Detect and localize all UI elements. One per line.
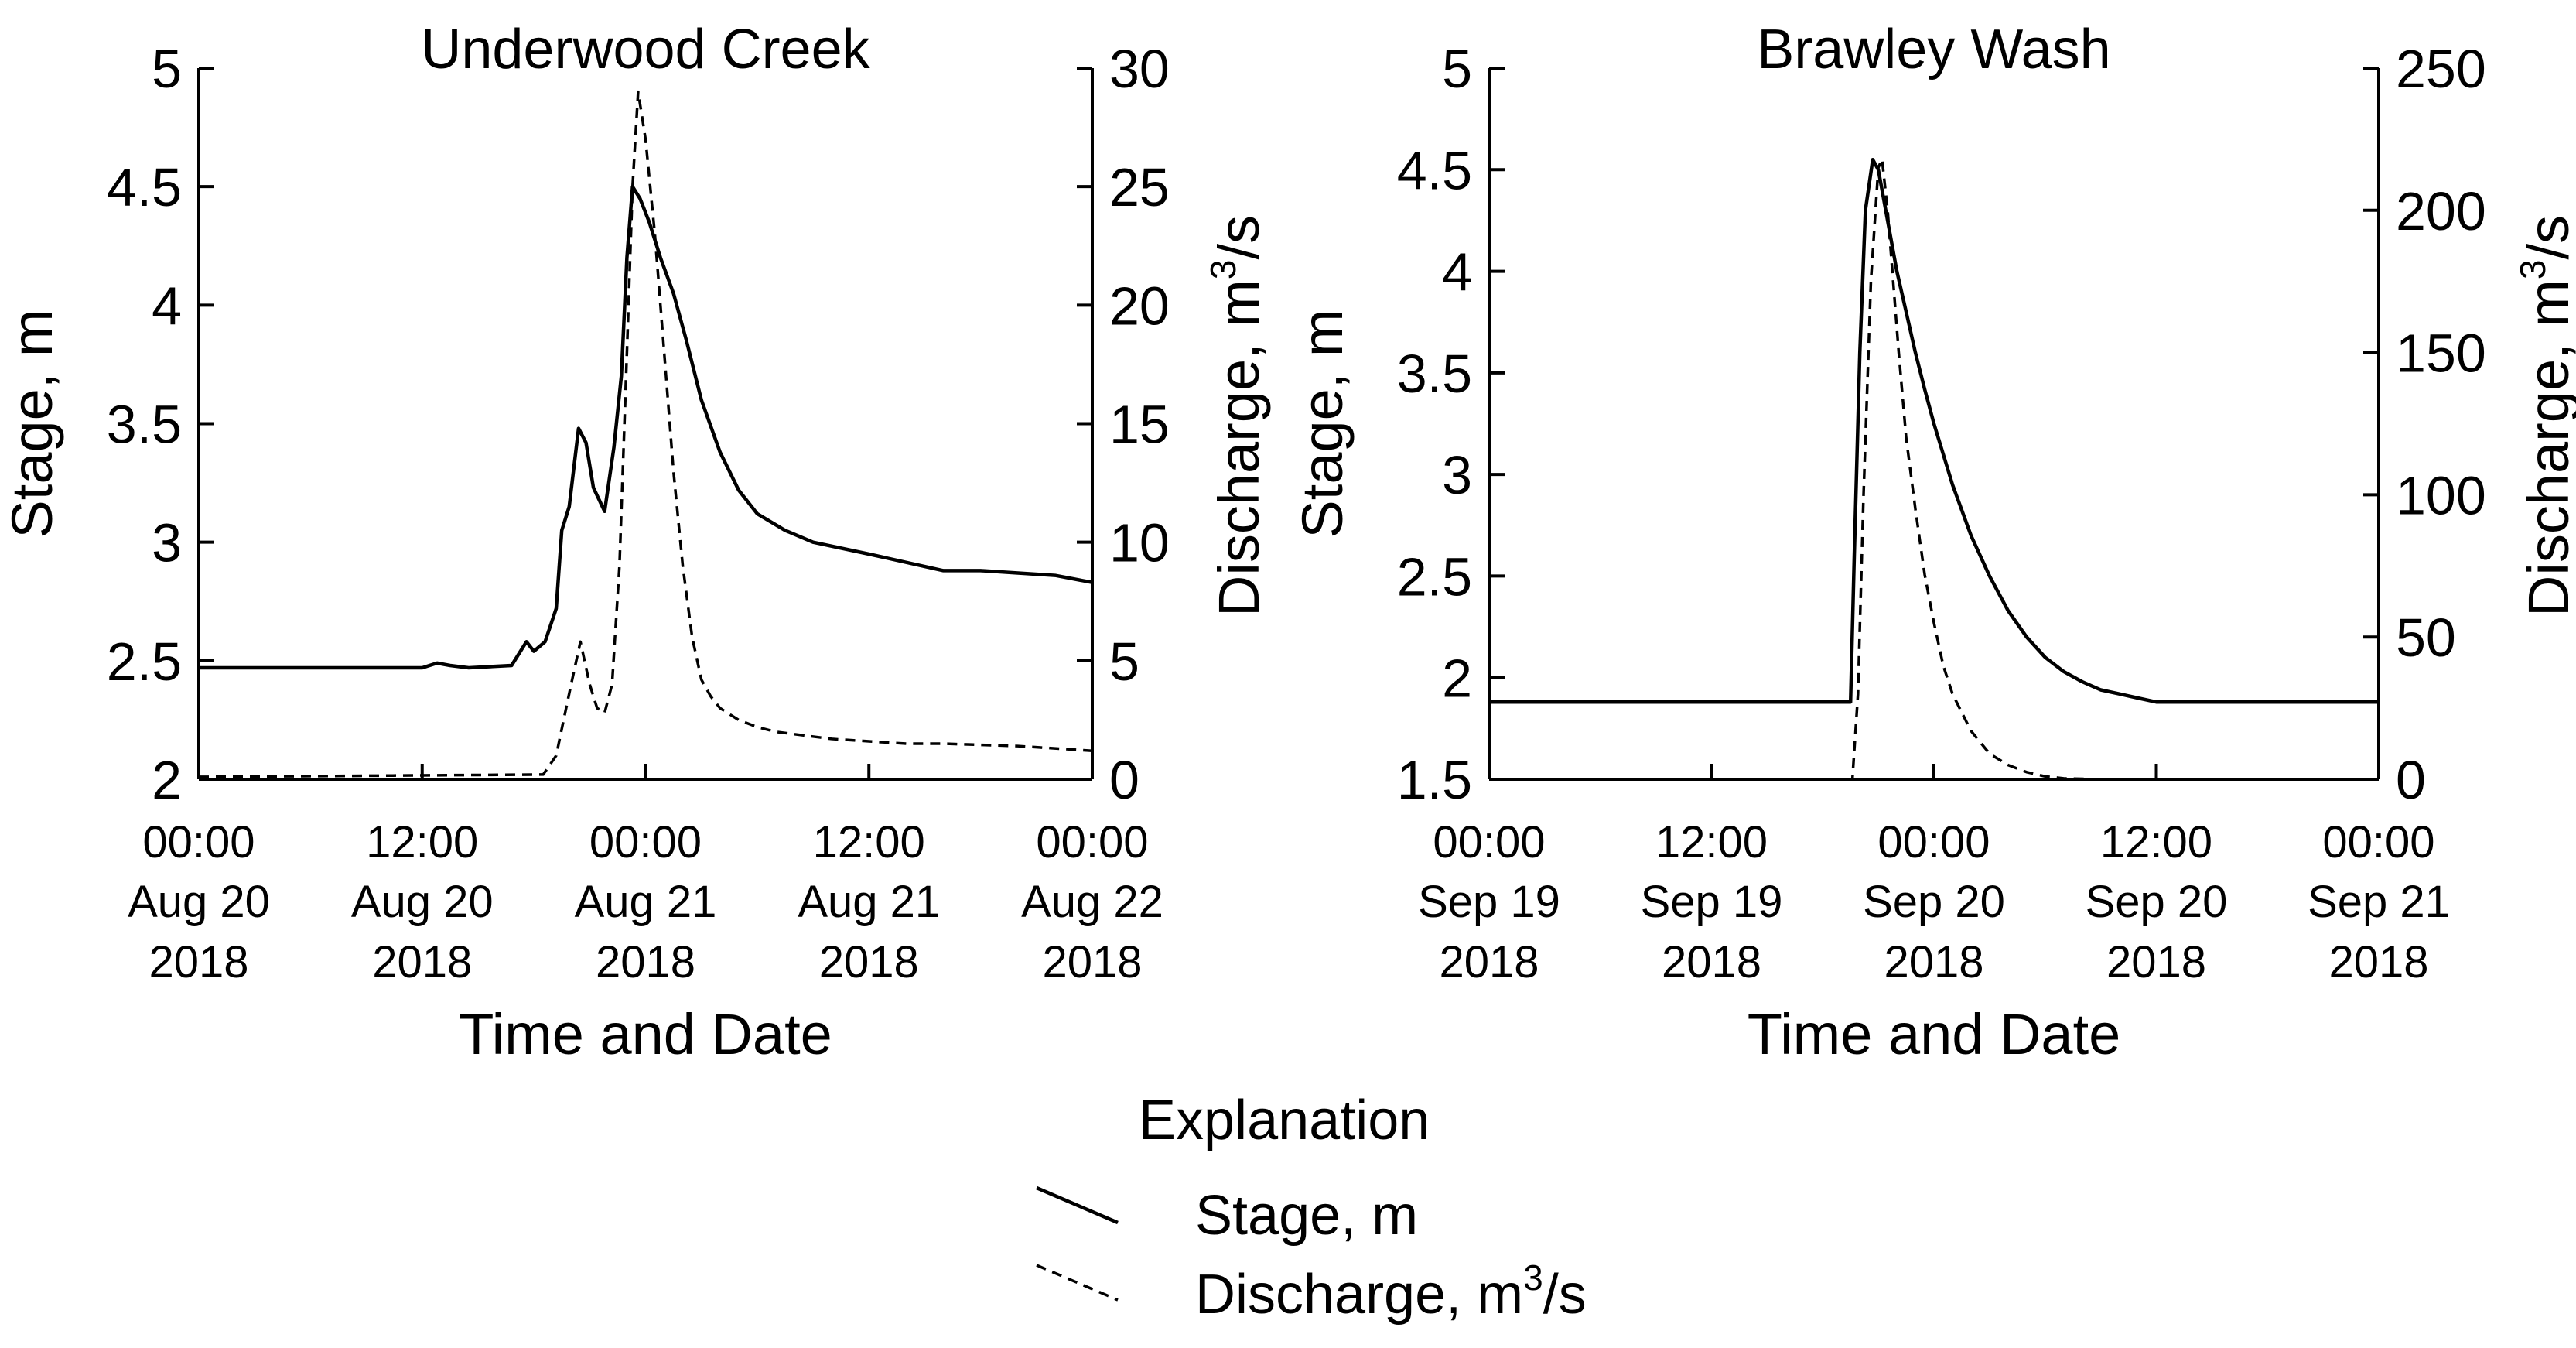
y2-tick-label: 0 <box>1109 750 1139 810</box>
legend-title: Explanation <box>1139 1090 1430 1151</box>
legend: Explanation Stage, m Discharge, m3/s <box>1036 1090 1587 1326</box>
y-tick-label: 2.5 <box>107 631 182 692</box>
y2-axis-label-tail: /s <box>1207 215 1271 260</box>
x-axis-label: Time and Date <box>459 1002 832 1066</box>
y-tick-label: 2 <box>152 750 182 810</box>
x-axis-label: Time and Date <box>1748 1002 2121 1066</box>
x-tick-label-date: Aug 20 <box>351 877 494 927</box>
legend-discharge-swatch <box>1036 1264 1119 1302</box>
x-tick-label-date: Sep 19 <box>1641 877 1783 927</box>
x-tick-label-date: Sep 20 <box>1863 877 2005 927</box>
x-tick-label-date: Sep 19 <box>1418 877 1560 927</box>
discharge-series-line <box>198 90 1093 778</box>
y-tick-label: 5 <box>152 39 182 99</box>
y2-axis-label-main: Discharge, m <box>1207 279 1271 617</box>
x-tick-label-year: 2018 <box>819 937 919 987</box>
x-tick-label-year: 2018 <box>2106 937 2206 987</box>
x-tick-label-year: 2018 <box>2328 937 2428 987</box>
y2-axis-label-tail: /s <box>2516 215 2576 260</box>
y2-axis-label: Discharge, m3/s <box>1203 215 1271 617</box>
x-tick-label-date: Aug 21 <box>798 877 940 927</box>
panel-underwood-creek: Underwood Creek22.533.544.55051015202530… <box>0 19 1271 1066</box>
y2-tick-label: 30 <box>1109 39 1170 99</box>
y2-tick-label: 250 <box>2396 39 2486 99</box>
discharge-series-line <box>1489 157 2379 781</box>
x-tick-label-year: 2018 <box>1042 937 1142 987</box>
y2-tick-label: 200 <box>2396 181 2486 241</box>
y-tick-label: 4 <box>1442 242 1472 303</box>
y-tick-label: 3.5 <box>107 395 182 455</box>
y-tick-label: 2.5 <box>1397 546 1472 607</box>
x-tick-label-year: 2018 <box>149 937 248 987</box>
y2-tick-label: 100 <box>2396 465 2486 525</box>
y-axis-label: Stage, m <box>1290 309 1355 538</box>
x-tick-label-time: 12:00 <box>366 817 478 867</box>
y2-axis-label-main: Discharge, m <box>2516 279 2576 617</box>
x-tick-label-time: 12:00 <box>813 817 925 867</box>
chart-title: Underwood Creek <box>421 19 870 80</box>
x-tick-label-year: 2018 <box>1662 937 1761 987</box>
y-tick-label: 3 <box>152 513 182 573</box>
y2-tick-label: 15 <box>1109 395 1170 455</box>
x-tick-label-date: Sep 21 <box>2308 877 2450 927</box>
y2-tick-label: 25 <box>1109 157 1170 217</box>
y2-axis-label: Discharge, m3/s <box>2513 215 2576 617</box>
y-tick-label: 3.5 <box>1397 344 1472 404</box>
stage-series-line <box>1489 157 2379 704</box>
x-tick-label-time: 12:00 <box>1655 817 1768 867</box>
x-tick-label-date: Sep 20 <box>2086 877 2228 927</box>
x-tick-label-date: Aug 21 <box>575 877 717 927</box>
stage-series-line <box>199 184 1093 670</box>
x-tick-label-year: 2018 <box>1884 937 1983 987</box>
x-tick-label-time: 00:00 <box>1433 817 1545 867</box>
x-tick-label-time: 00:00 <box>589 817 702 867</box>
legend-stage-label: Stage, m <box>1195 1185 1418 1247</box>
y-tick-label: 1.5 <box>1397 750 1472 810</box>
y2-tick-label: 20 <box>1109 275 1170 336</box>
x-tick-label-year: 2018 <box>596 937 695 987</box>
y2-axis-label-sup: 3 <box>2513 260 2553 280</box>
y2-axis-label-sup: 3 <box>1203 260 1243 280</box>
y-axis-label: Stage, m <box>0 309 64 538</box>
y-tick-label: 4.5 <box>1397 140 1472 200</box>
x-tick-label-time: 00:00 <box>142 817 255 867</box>
y2-tick-label: 0 <box>2396 750 2426 810</box>
legend-stage-swatch <box>1036 1185 1119 1225</box>
y2-tick-label: 50 <box>2396 607 2456 668</box>
y-tick-label: 2 <box>1442 648 1472 709</box>
x-tick-label-year: 2018 <box>1439 937 1539 987</box>
y2-tick-label: 150 <box>2396 323 2486 384</box>
panel-brawley-wash: Brawley Wash1.522.533.544.55050100150200… <box>1290 19 2576 1066</box>
y2-tick-label: 10 <box>1109 513 1170 573</box>
chart-title: Brawley Wash <box>1757 19 2110 80</box>
x-tick-label-time: 00:00 <box>1036 817 1148 867</box>
y-tick-label: 3 <box>1442 445 1472 505</box>
y-tick-label: 5 <box>1442 39 1472 99</box>
x-tick-label-date: Aug 20 <box>128 877 270 927</box>
x-tick-label-time: 00:00 <box>2322 817 2434 867</box>
x-tick-label-time: 12:00 <box>2100 817 2212 867</box>
x-tick-label-time: 00:00 <box>1877 817 1990 867</box>
x-tick-label-year: 2018 <box>372 937 472 987</box>
x-tick-label-date: Aug 22 <box>1021 877 1163 927</box>
y-tick-label: 4.5 <box>107 157 182 217</box>
y-tick-label: 4 <box>152 275 182 336</box>
y2-tick-label: 5 <box>1109 631 1139 692</box>
legend-discharge-label: Discharge, m3/s <box>1195 1257 1587 1326</box>
